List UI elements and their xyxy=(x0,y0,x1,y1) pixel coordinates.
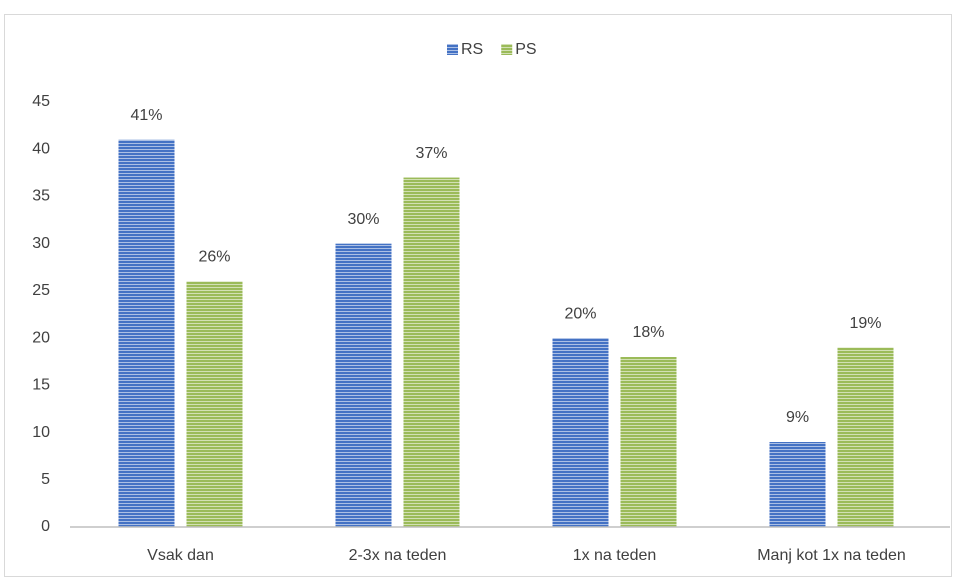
legend-label: PS xyxy=(515,41,536,58)
legend-swatch xyxy=(447,44,458,55)
bar xyxy=(335,243,392,527)
x-tick-label: 2-3x na teden xyxy=(349,547,447,564)
bar xyxy=(552,338,609,527)
y-tick-label: 35 xyxy=(32,188,50,205)
bar xyxy=(769,442,826,527)
value-label: 26% xyxy=(198,249,230,266)
value-label: 18% xyxy=(632,324,664,341)
y-tick-label: 15 xyxy=(32,377,50,394)
legend-label: RS xyxy=(461,41,483,58)
y-tick-label: 20 xyxy=(32,329,50,346)
value-label: 41% xyxy=(130,107,162,124)
value-label: 19% xyxy=(849,315,881,332)
value-label: 9% xyxy=(786,409,809,426)
x-tick-label: Vsak dan xyxy=(147,547,214,564)
y-tick-label: 10 xyxy=(32,424,50,441)
value-label: 37% xyxy=(415,145,447,162)
y-tick-label: 45 xyxy=(32,93,50,110)
y-tick-label: 0 xyxy=(41,518,50,535)
bar xyxy=(403,177,460,528)
bar xyxy=(837,347,894,527)
y-tick-label: 5 xyxy=(41,471,50,488)
bar xyxy=(118,139,175,527)
value-label: 20% xyxy=(564,305,596,322)
value-label: 30% xyxy=(347,211,379,228)
bar xyxy=(620,357,677,527)
y-tick-label: 25 xyxy=(32,282,50,299)
x-tick-label: Manj kot 1x na teden xyxy=(757,547,906,564)
x-tick-label: 1x na teden xyxy=(573,547,657,564)
legend-swatch xyxy=(501,44,513,55)
y-tick-label: 40 xyxy=(32,140,50,157)
y-tick-label: 30 xyxy=(32,235,50,252)
bar xyxy=(186,281,243,527)
